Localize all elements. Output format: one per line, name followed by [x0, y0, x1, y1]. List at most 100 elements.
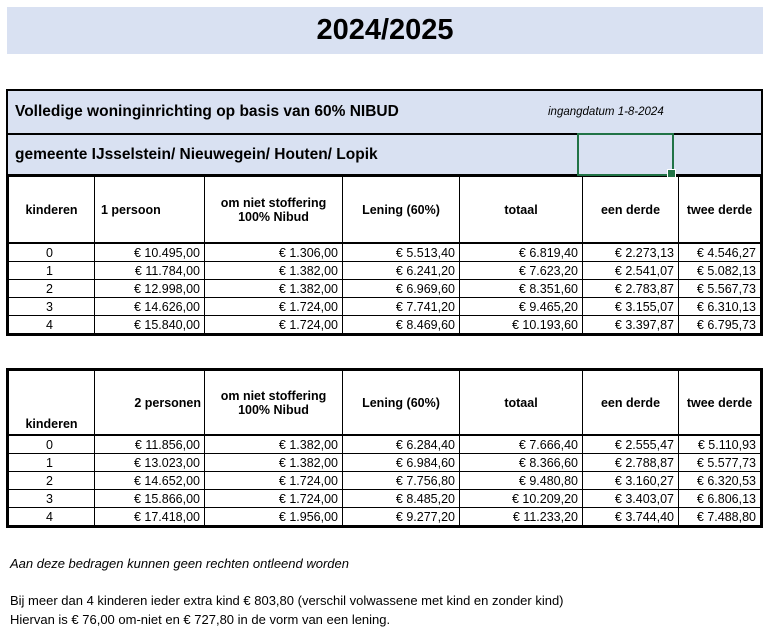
col-header-kinderen[interactable]: kinderen [8, 370, 95, 436]
cell-lening[interactable]: € 7.756,80 [342, 471, 460, 490]
cell-lening[interactable]: € 7.741,20 [342, 297, 460, 316]
cell-twee-derde[interactable]: € 4.546,27 [678, 242, 761, 262]
cell-persoon[interactable]: € 17.418,00 [94, 507, 205, 526]
cell-persoon[interactable]: € 11.784,00 [94, 261, 205, 280]
fill-handle[interactable] [667, 169, 676, 178]
cell-persoon[interactable]: € 13.023,00 [94, 453, 205, 472]
cell-twee-derde[interactable]: € 6.806,13 [678, 489, 761, 508]
cell-persoon[interactable]: € 11.856,00 [94, 434, 205, 454]
table-row: 1 € 13.023,00 € 1.382,00 € 6.984,60 € 8.… [8, 453, 761, 472]
cell-totaal[interactable]: € 10.209,20 [459, 489, 583, 508]
cell-totaal[interactable]: € 9.465,20 [459, 297, 583, 316]
cell-kinderen[interactable]: 0 [8, 242, 95, 262]
sheet-title: Volledige woninginrichting op basis van … [15, 103, 399, 120]
cell-om-niet[interactable]: € 1.306,00 [204, 242, 343, 262]
cell-twee-derde[interactable]: € 6.310,13 [678, 297, 761, 316]
cell-kinderen[interactable]: 4 [8, 507, 95, 526]
cell-persoon[interactable]: € 14.626,00 [94, 297, 205, 316]
col-header-om-niet[interactable]: om niet stoffering 100% Nibud [204, 370, 343, 436]
cell-persoon[interactable]: € 10.495,00 [94, 242, 205, 262]
cell-kinderen[interactable]: 0 [8, 434, 95, 454]
cell-twee-derde[interactable]: € 7.488,80 [678, 507, 761, 526]
col-header-om-niet[interactable]: om niet stoffering 100% Nibud [204, 176, 343, 244]
col-header-twee-derde[interactable]: twee derde [678, 176, 761, 244]
cell-lening[interactable]: € 6.284,40 [342, 434, 460, 454]
table-row: 2 € 14.652,00 € 1.724,00 € 7.756,80 € 9.… [8, 471, 761, 490]
table-row: 2 € 12.998,00 € 1.382,00 € 6.969,60 € 8.… [8, 279, 761, 298]
cell-lening[interactable]: € 5.513,40 [342, 242, 460, 262]
cell-een-derde[interactable]: € 2.541,07 [582, 261, 679, 280]
col-header-lening[interactable]: Lening (60%) [342, 176, 460, 244]
cell-totaal[interactable]: € 9.480,80 [459, 471, 583, 490]
cell-een-derde[interactable]: € 3.155,07 [582, 297, 679, 316]
cell-een-derde[interactable]: € 3.160,27 [582, 471, 679, 490]
cell-lening[interactable]: € 6.241,20 [342, 261, 460, 280]
cell-totaal[interactable]: € 8.366,60 [459, 453, 583, 472]
cell-twee-derde[interactable]: € 5.082,13 [678, 261, 761, 280]
cell-twee-derde[interactable]: € 6.320,53 [678, 471, 761, 490]
cell-lening[interactable]: € 9.277,20 [342, 507, 460, 526]
cell-totaal[interactable]: € 8.351,60 [459, 279, 583, 298]
cell-om-niet[interactable]: € 1.724,00 [204, 489, 343, 508]
cell-persoon[interactable]: € 15.866,00 [94, 489, 205, 508]
table-row: 1 € 11.784,00 € 1.382,00 € 6.241,20 € 7.… [8, 261, 761, 280]
col-header-kinderen[interactable]: kinderen [8, 176, 95, 244]
cell-lening[interactable]: € 8.469,60 [342, 315, 460, 334]
cell-totaal[interactable]: € 11.233,20 [459, 507, 583, 526]
effective-date-label: ingangdatum 1-8-2024 [548, 106, 664, 118]
table-one-person: Volledige woninginrichting op basis van … [6, 89, 763, 336]
cell-twee-derde[interactable]: € 6.795,73 [678, 315, 761, 334]
cell-kinderen[interactable]: 1 [8, 261, 95, 280]
table-row: 3 € 14.626,00 € 1.724,00 € 7.741,20 € 9.… [8, 297, 761, 316]
col-header-persons[interactable]: 1 persoon [94, 176, 205, 244]
col-header-persons[interactable]: 2 personen [94, 370, 205, 436]
selected-cell-outline[interactable] [577, 133, 676, 178]
cell-lening[interactable]: € 6.969,60 [342, 279, 460, 298]
cell-persoon[interactable]: € 15.840,00 [94, 315, 205, 334]
cell-kinderen[interactable]: 3 [8, 297, 95, 316]
cell-totaal[interactable]: € 7.623,20 [459, 261, 583, 280]
table-row: 4 € 15.840,00 € 1.724,00 € 8.469,60 € 10… [8, 315, 761, 334]
cell-persoon[interactable]: € 14.652,00 [94, 471, 205, 490]
cell-een-derde[interactable]: € 3.403,07 [582, 489, 679, 508]
cell-totaal[interactable]: € 10.193,60 [459, 315, 583, 334]
col-header-totaal[interactable]: totaal [459, 176, 583, 244]
col-header-lening[interactable]: Lening (60%) [342, 370, 460, 436]
col-header-twee-derde[interactable]: twee derde [678, 370, 761, 436]
cell-twee-derde[interactable]: € 5.577,73 [678, 453, 761, 472]
cell-om-niet[interactable]: € 1.382,00 [204, 279, 343, 298]
cell-om-niet[interactable]: € 1.724,00 [204, 315, 343, 334]
cell-twee-derde[interactable]: € 5.110,93 [678, 434, 761, 454]
cell-een-derde[interactable]: € 3.397,87 [582, 315, 679, 334]
cell-een-derde[interactable]: € 2.788,87 [582, 453, 679, 472]
cell-totaal[interactable]: € 6.819,40 [459, 242, 583, 262]
year-title: 2024/2025 [316, 14, 454, 46]
cell-kinderen[interactable]: 4 [8, 315, 95, 334]
col-header-een-derde[interactable]: een derde [582, 176, 679, 244]
col-header-een-derde[interactable]: een derde [582, 370, 679, 436]
cell-om-niet[interactable]: € 1.382,00 [204, 434, 343, 454]
cell-een-derde[interactable]: € 2.555,47 [582, 434, 679, 454]
cell-persoon[interactable]: € 12.998,00 [94, 279, 205, 298]
cell-totaal[interactable]: € 7.666,40 [459, 434, 583, 454]
loan-split-note: Hiervan is € 76,00 om-niet en € 727,80 i… [10, 612, 391, 627]
cell-kinderen[interactable]: 2 [8, 471, 95, 490]
col-header-totaal[interactable]: totaal [459, 370, 583, 436]
municipalities-row[interactable]: gemeente IJsselstein/ Nieuwegein/ Houten… [8, 133, 761, 178]
cell-om-niet[interactable]: € 1.724,00 [204, 471, 343, 490]
cell-lening[interactable]: € 8.485,20 [342, 489, 460, 508]
cell-twee-derde[interactable]: € 5.567,73 [678, 279, 761, 298]
cell-lening[interactable]: € 6.984,60 [342, 453, 460, 472]
cell-een-derde[interactable]: € 3.744,40 [582, 507, 679, 526]
cell-om-niet[interactable]: € 1.724,00 [204, 297, 343, 316]
cell-om-niet[interactable]: € 1.382,00 [204, 453, 343, 472]
cell-kinderen[interactable]: 3 [8, 489, 95, 508]
cell-om-niet[interactable]: € 1.382,00 [204, 261, 343, 280]
cell-om-niet[interactable]: € 1.956,00 [204, 507, 343, 526]
cell-kinderen[interactable]: 2 [8, 279, 95, 298]
cell-een-derde[interactable]: € 2.783,87 [582, 279, 679, 298]
sheet-title-row[interactable]: Volledige woninginrichting op basis van … [8, 91, 761, 135]
cell-een-derde[interactable]: € 2.273,13 [582, 242, 679, 262]
cell-kinderen[interactable]: 1 [8, 453, 95, 472]
